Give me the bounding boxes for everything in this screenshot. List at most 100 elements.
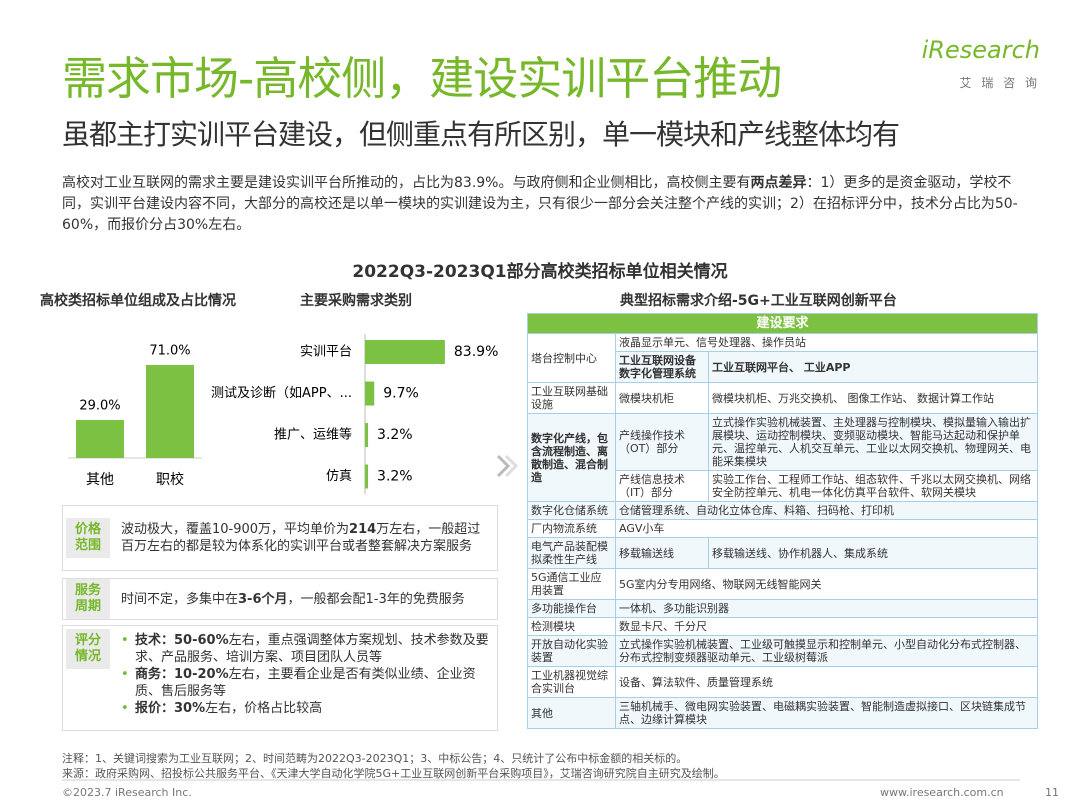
text: ：1）更多的是资金驱动，学校不同，实训平台建设内容不同，大部分的高校还是以单一模…	[62, 175, 1018, 233]
table-row: 工业互联网基础设施 微模块机柜 微模块机柜、万兆交换机、 图像工作站、 数据计算工作…	[527, 382, 1038, 414]
text: 万左右，一般超过百万左右的都是较为体系化的实训平台或者整套解决方案服务	[121, 522, 481, 554]
table-cell: 液晶显示单元、信号处理器、操作员站	[615, 333, 1038, 352]
table-cell: 仓储管理系统、自动化立体仓库、料箱、扫码枪、打印机	[615, 501, 1038, 520]
table-cell: AGV小车	[615, 519, 1038, 538]
website: www.iresearch.com.cn	[880, 786, 1004, 799]
table-cell: 其他	[527, 697, 616, 729]
table-cell: 5G室内分专用网络、物联网无线智能网关	[615, 568, 1038, 600]
table-row: 检测模块 数显卡尺、千分尺	[527, 617, 1038, 636]
chevron	[496, 454, 511, 478]
chart-title: 高校类招标单位组成及占比情况	[40, 293, 236, 309]
box-line: 波动极大，覆盖10-900万，平均单价为214万左右，一般超过百万左右的都是较为…	[121, 521, 489, 555]
table-row: 5G通信工业应用装置 5G室内分专用网络、物联网无线智能网关	[527, 568, 1038, 600]
table-cell: 工业互联网设备数字化管理系统	[615, 351, 709, 383]
bold-text: 商务：10-20%	[135, 667, 229, 682]
table-cell: 立式操作实验机械装置、工业级可触摸显示和控制单元、小型自动化分布式控制器、分布式…	[615, 635, 1038, 667]
box-label: 服务周期	[66, 579, 110, 619]
bar	[146, 364, 194, 458]
header-cell: 建设要求	[527, 313, 1038, 334]
table-row: 工业互联网设备数字化管理系统 工业互联网平台、 工业APP	[528, 351, 1038, 383]
table-row: 数字化产线，包含流程制造、离散制造、混合制造 产线操作技术（OT）部分 立式操作实验…	[527, 413, 1038, 502]
text: 左右，主要看企业是否有类似业绩、企业资质、售后服务等	[135, 667, 476, 699]
bold-text: 3-6个月	[238, 591, 288, 607]
category-label: 测试及诊断（如APP、...	[211, 385, 352, 401]
header-row: 建设要求	[527, 313, 1038, 334]
category-label: 仿真	[326, 469, 352, 484]
table-cell: 工业互联网平台、 工业APP	[708, 351, 1038, 383]
page-number: 11	[1045, 786, 1059, 799]
table-cell: 工业机器视觉综合实训台	[527, 666, 616, 698]
box-text: 时间不定，多集中在3-6个月，一般都会配1-3年的免费服务	[113, 585, 497, 614]
logo: iResearch	[921, 36, 1040, 64]
box-line: 商务：10-20%左右，主要看企业是否有类似业绩、企业资质、售后服务等	[121, 666, 489, 700]
category-label: 推广、运维等	[274, 427, 352, 443]
text: 时间不定，多集中在	[121, 591, 239, 607]
table-cell: 电气产品装配模拟柔性生产线	[527, 537, 616, 569]
value-label: 83.9%	[454, 344, 498, 360]
bold-text: 技术：50-60%	[135, 633, 229, 648]
info-box: 评分情况 技术：50-60%左右，重点强调整体方案规划、技术参数及要求、产品服务、…	[62, 625, 498, 731]
table-cell: 5G通信工业应用装置	[527, 568, 616, 600]
table-row: 电气产品装配模拟柔性生产线 移载输送线 移载输送线、协作机器人、集成系统	[527, 537, 1038, 569]
note: 注释：1、关键词搜索为工业互联网；2、时间范畴为2022Q3-2023Q1；3、…	[62, 752, 688, 765]
table-cell: 微模块机柜、万兆交换机、 图像工作站、 数据计算工作站	[708, 382, 1038, 414]
text: 左右，重点强调整体方案规划、技术参数及要求、产品服务、培训方案、项目团队人员等	[135, 633, 489, 665]
source: 来源：政府采购网、招投标公共服务平台、《天津大学自动化学院5G+工业互联网创新平…	[62, 767, 725, 780]
table-cell: 检测模块	[527, 617, 616, 636]
chevron	[504, 454, 519, 478]
table-cell: 实验工作台、工程师工作站、组态软件、千兆以太网交换机、网络安全防控单元、机电一体…	[708, 470, 1038, 502]
bold-text: 两点差异	[750, 175, 807, 191]
table-row: 多功能操作台 一体机、多功能识别器	[527, 599, 1038, 618]
info-box: 价格范围 波动极大，覆盖10-900万，平均单价为214万左右，一般超过百万左右的…	[62, 505, 498, 571]
table-row: 工业机器视觉综合实训台 设备、算法软件、质量管理系统	[527, 666, 1038, 698]
category-label: 实训平台	[300, 345, 352, 360]
logo-sub: 艾 瑞 咨 询	[959, 76, 1040, 90]
table-cell: 数字化仓储系统	[527, 501, 616, 520]
box-line: 时间不定，多集中在3-6个月，一般都会配1-3年的免费服务	[121, 591, 489, 608]
bar	[365, 381, 375, 406]
value-label: 29.0%	[79, 399, 120, 414]
text: ，一般都会配1-3年的免费服务	[287, 591, 465, 607]
requirements-table: 建设要求 塔台控制中心 液晶显示单元、信号处理器、操作员站 工业互联网设备数字化管理系…	[527, 313, 1038, 729]
bar	[365, 340, 445, 364]
table-cell: 产线信息技术（IT）部分	[615, 470, 709, 502]
table-cell: 多功能操作台	[527, 599, 616, 618]
text: 波动极大，覆盖10-900万，平均单价为	[121, 522, 350, 537]
bar	[365, 464, 369, 489]
table-cell: 移载输送线、协作机器人、集成系统	[708, 537, 1038, 569]
table-cell: 产线操作技术（OT）部分	[615, 413, 709, 471]
table-cell: 开放自动化实验装置	[527, 635, 616, 667]
box-line: 报价：30%左右，价格占比较高	[121, 700, 489, 717]
box-label: 价格范围	[66, 518, 110, 558]
value-label: 9.7%	[383, 386, 419, 402]
table-cell: 塔台控制中心	[527, 333, 616, 383]
table-title: 典型招标需求介绍-5G+工业互联网创新平台	[620, 293, 897, 309]
info-box: 服务周期 时间不定，多集中在3-6个月，一般都会配1-3年的免费服务	[62, 578, 498, 620]
chart-title: 主要采购需求类别	[300, 293, 412, 309]
bold-text: 报价：30%	[135, 701, 206, 716]
table-cell: 厂内物流系统	[527, 519, 616, 538]
table-row: 其他 三轴机械手、微电网实验装置、电磁耦实验装置、智能制造虚拟接口、区块链集成节点…	[527, 697, 1038, 729]
table-cell: 数显卡尺、千分尺	[615, 617, 1038, 636]
table-cell: 设备、算法软件、质量管理系统	[615, 666, 1038, 698]
paragraph: 高校对工业互联网的需求主要是建设实训平台所推动的，占比为83.9%。与政府侧和企…	[62, 173, 1022, 236]
table-cell: 数字化产线，包含流程制造、离散制造、混合制造	[527, 413, 616, 502]
box-label: 评分情况	[66, 629, 110, 669]
table-cell: 微模块机柜	[615, 382, 709, 414]
value-label: 3.2%	[377, 469, 413, 485]
table-cell: 移载输送线	[615, 537, 709, 569]
subtitle: 虽都主打实训平台建设，但侧重点有所区别，单一模块和产线整体均有	[62, 118, 900, 151]
bar	[76, 420, 124, 458]
bar	[365, 423, 369, 447]
table-cell: 一体机、多功能识别器	[615, 599, 1038, 618]
table-row: 塔台控制中心 液晶显示单元、信号处理器、操作员站	[527, 333, 1038, 383]
copyright: ©2023.7 iResearch Inc.	[62, 786, 192, 799]
bold-text: 214	[349, 522, 377, 537]
value-label: 71.0%	[149, 343, 190, 358]
box-text: 波动极大，覆盖10-900万，平均单价为214万左右，一般超过百万左右的都是较为…	[113, 515, 497, 561]
text: 左右，价格占比较高	[205, 701, 323, 716]
category-label: 其他	[86, 472, 114, 488]
title: 需求市场-高校侧，建设实训平台推动	[62, 52, 782, 105]
value-label: 3.2%	[377, 427, 413, 443]
